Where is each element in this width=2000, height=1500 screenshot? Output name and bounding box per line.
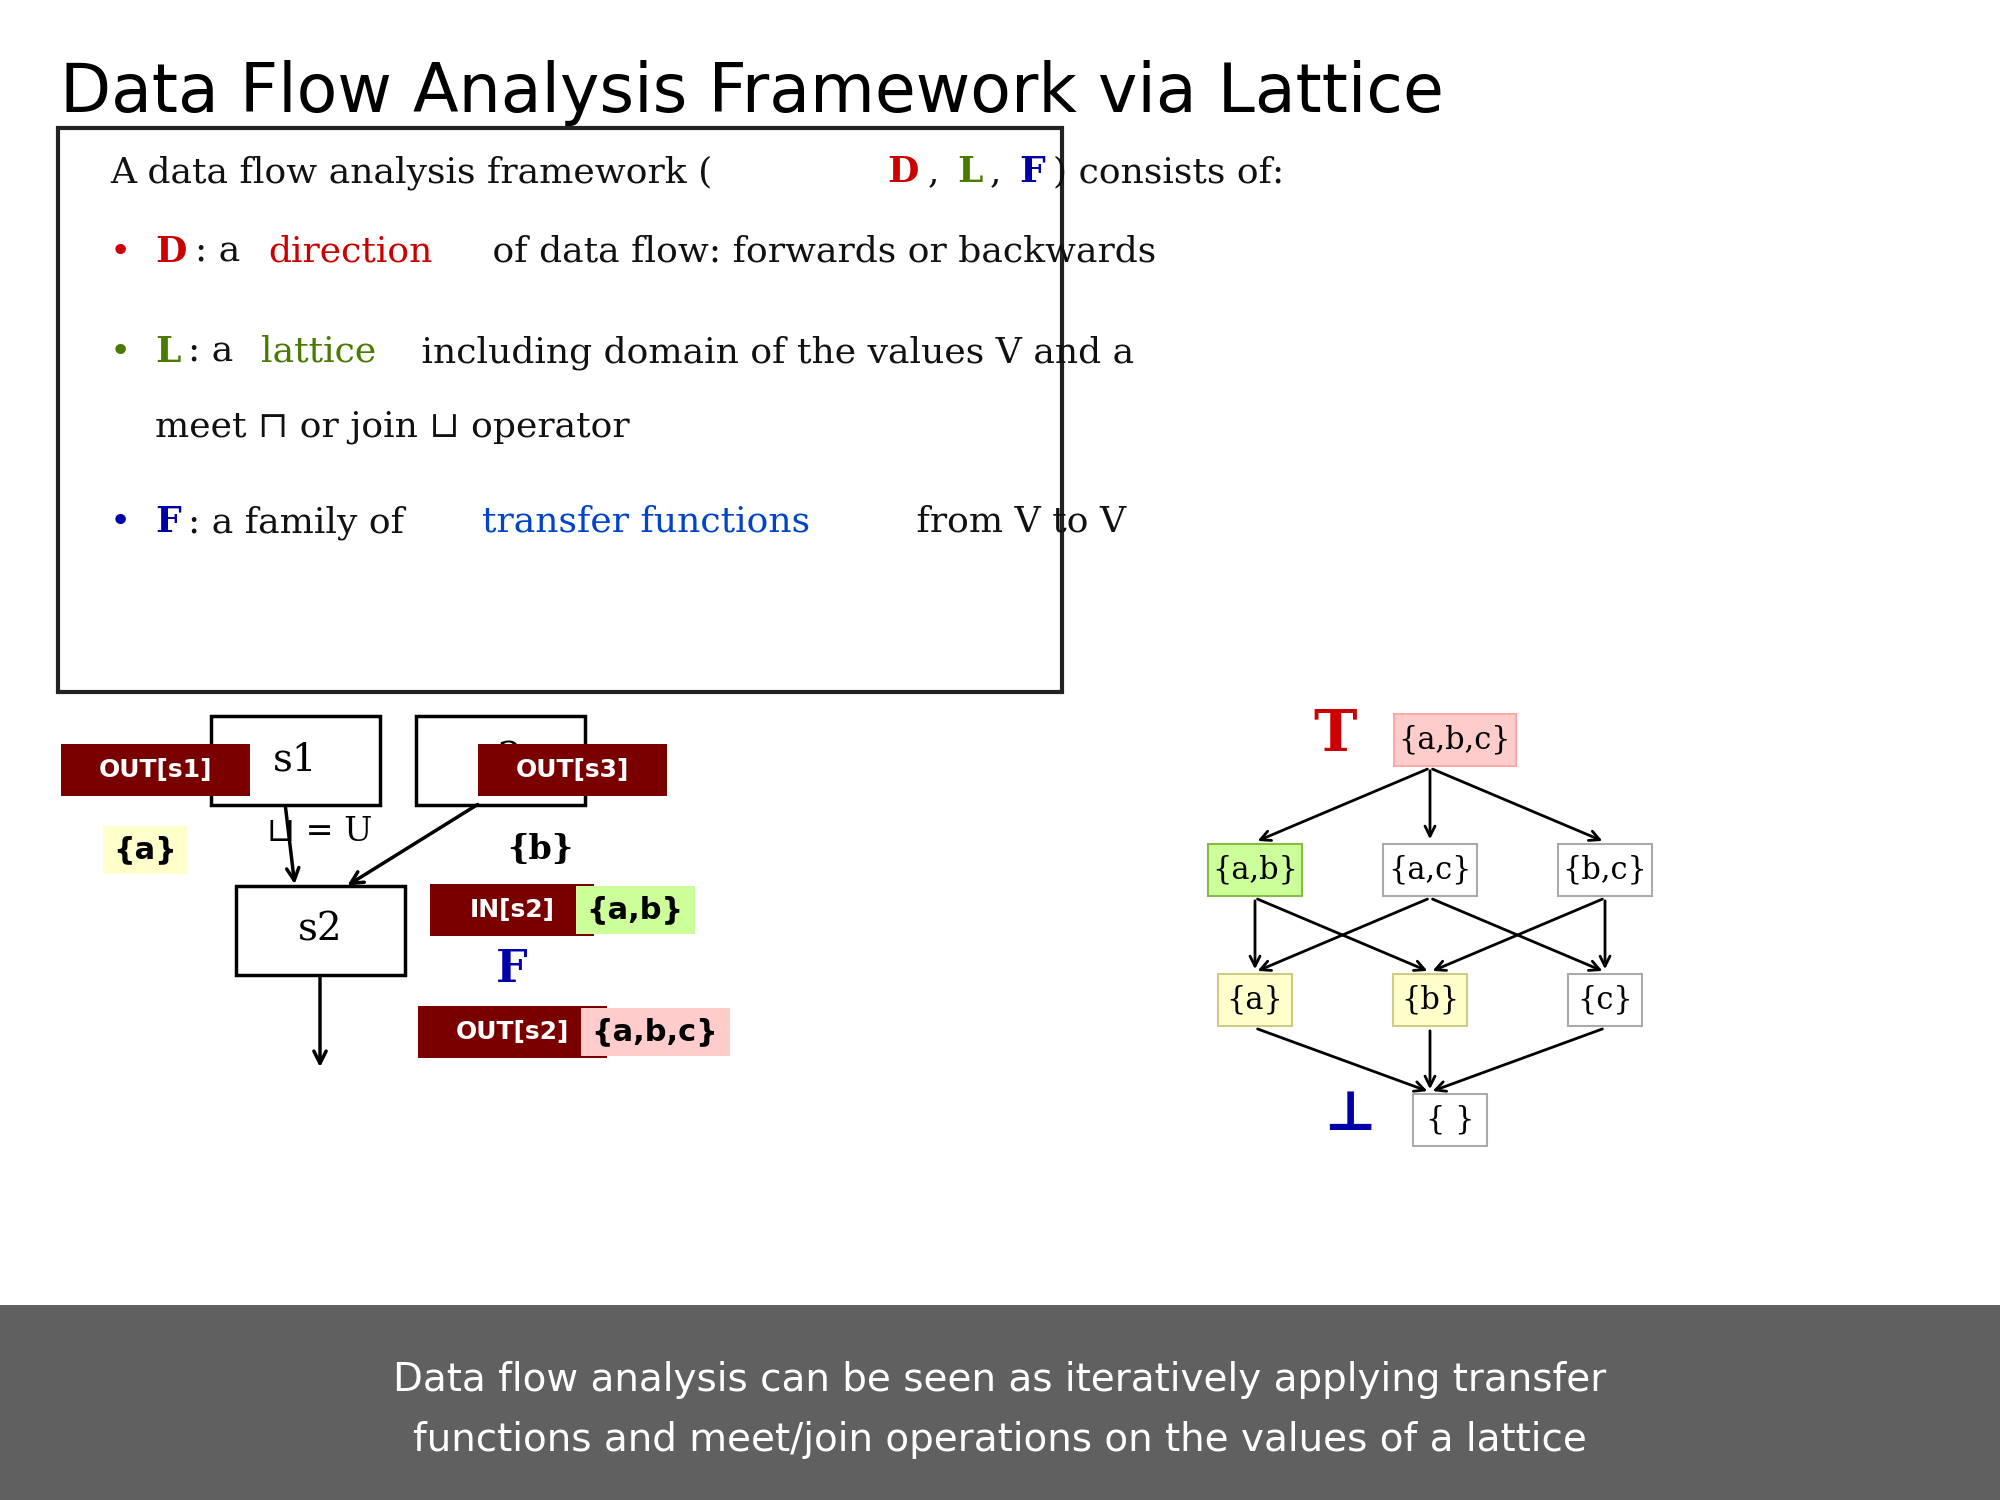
FancyBboxPatch shape bbox=[576, 886, 694, 934]
FancyBboxPatch shape bbox=[418, 1007, 606, 1058]
Text: meet ⊓ or join ⊔ operator: meet ⊓ or join ⊔ operator bbox=[156, 410, 630, 444]
Text: { }: { } bbox=[1426, 1104, 1474, 1136]
Text: ) consists of:: ) consists of: bbox=[1052, 154, 1284, 189]
Text: {a,b,c}: {a,b,c} bbox=[1398, 724, 1512, 756]
FancyBboxPatch shape bbox=[478, 744, 666, 796]
Text: {a}: {a} bbox=[114, 836, 176, 864]
FancyBboxPatch shape bbox=[1394, 714, 1516, 766]
Text: including domain of the values V and a: including domain of the values V and a bbox=[410, 334, 1134, 369]
Text: of data flow: forwards or backwards: of data flow: forwards or backwards bbox=[480, 236, 1156, 268]
Text: •: • bbox=[110, 334, 132, 369]
FancyBboxPatch shape bbox=[416, 716, 584, 804]
Text: OUT[s1]: OUT[s1] bbox=[98, 758, 212, 782]
Text: F: F bbox=[1020, 154, 1046, 189]
FancyBboxPatch shape bbox=[58, 128, 1062, 692]
Text: •: • bbox=[110, 236, 132, 268]
FancyBboxPatch shape bbox=[1392, 974, 1468, 1026]
FancyBboxPatch shape bbox=[60, 744, 250, 796]
Text: OUT[s2]: OUT[s2] bbox=[456, 1020, 568, 1044]
Text: D: D bbox=[888, 154, 918, 189]
Text: ⊔ = U: ⊔ = U bbox=[268, 816, 372, 848]
FancyBboxPatch shape bbox=[1412, 1094, 1488, 1146]
Text: ⊥: ⊥ bbox=[1324, 1088, 1376, 1143]
Text: functions and meet/join operations on the values of a lattice: functions and meet/join operations on th… bbox=[414, 1420, 1586, 1460]
Text: {a,c}: {a,c} bbox=[1388, 855, 1472, 885]
FancyBboxPatch shape bbox=[0, 1305, 2000, 1500]
Text: from V to V: from V to V bbox=[906, 506, 1126, 538]
Text: {a,b,c}: {a,b,c} bbox=[592, 1017, 718, 1047]
Text: Data flow analysis can be seen as iteratively applying transfer: Data flow analysis can be seen as iterat… bbox=[394, 1360, 1606, 1400]
Text: T: T bbox=[1314, 706, 1356, 764]
Text: direction: direction bbox=[268, 236, 434, 268]
FancyBboxPatch shape bbox=[1568, 974, 1642, 1026]
Text: L: L bbox=[156, 334, 180, 369]
Text: ,: , bbox=[928, 154, 950, 189]
Text: s2: s2 bbox=[298, 912, 342, 948]
Text: F: F bbox=[496, 948, 528, 992]
Text: A data flow analysis framework (: A data flow analysis framework ( bbox=[110, 154, 712, 189]
Text: lattice: lattice bbox=[260, 334, 376, 369]
Text: {c}: {c} bbox=[1578, 984, 1632, 1016]
Text: s3: s3 bbox=[478, 741, 522, 778]
FancyBboxPatch shape bbox=[1218, 974, 1292, 1026]
Text: {a,b}: {a,b} bbox=[586, 896, 684, 924]
Text: IN[s2]: IN[s2] bbox=[470, 898, 554, 922]
Text: L: L bbox=[958, 154, 982, 189]
Text: : a: : a bbox=[196, 236, 252, 268]
FancyBboxPatch shape bbox=[104, 827, 188, 874]
FancyBboxPatch shape bbox=[430, 884, 594, 936]
FancyBboxPatch shape bbox=[210, 716, 380, 804]
Text: {a}: {a} bbox=[1226, 984, 1284, 1016]
Text: D: D bbox=[156, 236, 186, 268]
FancyBboxPatch shape bbox=[1208, 844, 1302, 895]
FancyBboxPatch shape bbox=[1558, 844, 1652, 895]
Text: {b}: {b} bbox=[506, 834, 574, 867]
Text: {b}: {b} bbox=[1400, 984, 1460, 1016]
Text: : a: : a bbox=[188, 334, 244, 369]
Text: transfer functions: transfer functions bbox=[482, 506, 810, 538]
Text: ,: , bbox=[990, 154, 1014, 189]
Text: {b,c}: {b,c} bbox=[1562, 855, 1648, 885]
FancyBboxPatch shape bbox=[236, 885, 404, 975]
Text: Data Flow Analysis Framework via Lattice: Data Flow Analysis Framework via Lattice bbox=[60, 60, 1444, 126]
Text: : a family of: : a family of bbox=[188, 506, 416, 540]
Text: F: F bbox=[156, 506, 180, 538]
FancyBboxPatch shape bbox=[1384, 844, 1476, 895]
Text: s1: s1 bbox=[272, 741, 318, 778]
Text: •: • bbox=[110, 506, 132, 538]
Text: {a,b}: {a,b} bbox=[1212, 855, 1298, 885]
FancyBboxPatch shape bbox=[580, 1008, 730, 1056]
Text: OUT[s3]: OUT[s3] bbox=[516, 758, 628, 782]
